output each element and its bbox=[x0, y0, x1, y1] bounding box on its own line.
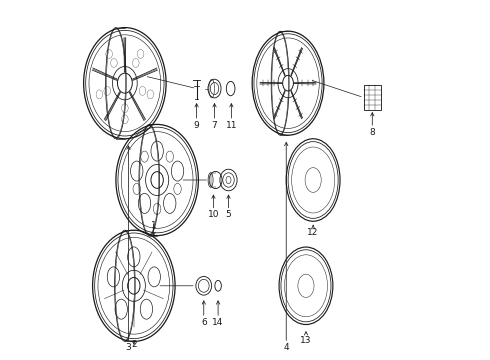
Text: 11: 11 bbox=[225, 121, 237, 130]
Text: 1: 1 bbox=[151, 221, 156, 230]
Text: 2: 2 bbox=[131, 339, 137, 348]
Text: 3: 3 bbox=[125, 343, 131, 352]
Text: 9: 9 bbox=[194, 121, 199, 130]
Text: 10: 10 bbox=[208, 211, 219, 220]
Text: 8: 8 bbox=[369, 128, 375, 137]
Text: 7: 7 bbox=[212, 121, 218, 130]
Text: 14: 14 bbox=[213, 318, 224, 327]
Text: 6: 6 bbox=[201, 318, 207, 327]
Text: 4: 4 bbox=[283, 343, 289, 352]
Text: 12: 12 bbox=[307, 228, 319, 237]
Text: 5: 5 bbox=[225, 211, 231, 220]
Text: 13: 13 bbox=[300, 336, 312, 345]
Bar bbox=[364, 85, 381, 110]
